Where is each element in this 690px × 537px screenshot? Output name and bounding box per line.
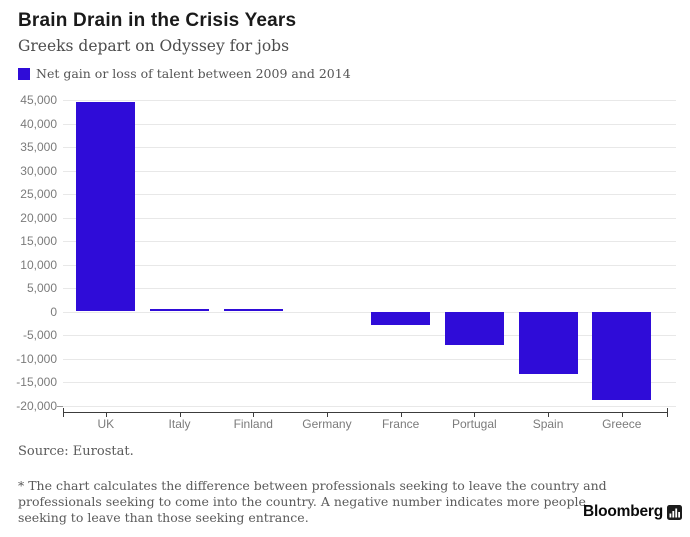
x-axis-tick: [474, 412, 476, 417]
x-axis-label-greece: Greece: [602, 417, 642, 431]
x-axis-tick: [326, 412, 328, 417]
bar-finland: [223, 308, 283, 312]
gridline-45000: [63, 100, 676, 101]
x-axis-tick: [621, 412, 623, 417]
y-axis-label: 0: [50, 304, 57, 319]
x-axis-tick: [548, 412, 550, 417]
bloomberg-logo: Bloomberg: [583, 503, 682, 521]
y-axis-label: 25,000: [20, 187, 57, 201]
x-axis-tick: [400, 412, 402, 417]
bar-italy: [150, 308, 210, 312]
x-axis-label-uk: UK: [97, 417, 115, 431]
bar-chart-icon: [667, 504, 682, 520]
y-axis-label: -5,000: [22, 328, 57, 342]
x-axis-line: [63, 412, 667, 413]
footnote: * The chart calculates the difference be…: [18, 478, 607, 525]
legend-label: Net gain or loss of talent between 2009 …: [36, 66, 351, 81]
x-axis-tick: [105, 412, 107, 417]
x-axis-tick: [179, 412, 181, 417]
legend-swatch-icon: [18, 67, 30, 80]
chart-subtitle: Greeks depart on Odyssey for jobs: [18, 37, 290, 55]
gridline-15000: [63, 241, 676, 242]
x-axis-label-france: France: [381, 417, 420, 431]
bar-portugal: [444, 311, 504, 346]
x-axis-label-spain: Spain: [532, 417, 564, 431]
bar-uk: [76, 102, 136, 312]
bar-greece: [592, 311, 652, 400]
gridline-30000: [63, 170, 676, 172]
y-axis-label: 45,000: [20, 93, 57, 107]
gridline-25000: [63, 194, 676, 195]
x-axis-label-portugal: Portugal: [451, 417, 497, 431]
gridline-20000: [63, 217, 676, 219]
y-axis-label: 15,000: [20, 234, 57, 248]
y-axis-label: 20,000: [20, 210, 57, 225]
y-axis-label: 40,000: [20, 116, 57, 131]
x-axis-end-tick: [63, 408, 64, 417]
bar-spain: [518, 311, 578, 374]
y-axis-min-tick: [57, 405, 63, 407]
x-axis-tick: [253, 412, 255, 417]
y-axis-label: 10,000: [20, 257, 57, 272]
x-axis-label-germany: Germany: [302, 417, 352, 431]
y-axis-label: 30,000: [20, 163, 57, 178]
gridline--10000: [63, 358, 676, 360]
x-axis-end-tick: [667, 408, 668, 417]
legend: Net gain or loss of talent between 2009 …: [18, 66, 351, 81]
y-axis-label: -10,000: [16, 351, 57, 366]
x-axis-label-italy: Italy: [168, 417, 191, 431]
y-axis-label: 5,000: [26, 281, 57, 295]
gridline-35000: [63, 147, 676, 148]
y-axis-label: -15,000: [16, 375, 57, 389]
gridline-0: [63, 311, 676, 313]
gridline-40000: [63, 123, 676, 125]
gridline-5000: [63, 288, 676, 289]
gridline--20000: [63, 405, 676, 407]
gridline--15000: [63, 382, 676, 383]
y-axis-label: -20,000: [16, 398, 57, 413]
gridline--5000: [63, 335, 676, 336]
gridline-10000: [63, 264, 676, 266]
y-axis-label: 35,000: [20, 140, 57, 154]
x-axis-label-finland: Finland: [233, 417, 273, 431]
source-note: Source: Eurostat.: [18, 444, 134, 459]
bloomberg-wordmark: Bloomberg: [582, 503, 663, 520]
page-title: Brain Drain in the Crisis Years: [18, 10, 297, 31]
bar-france: [371, 311, 431, 325]
